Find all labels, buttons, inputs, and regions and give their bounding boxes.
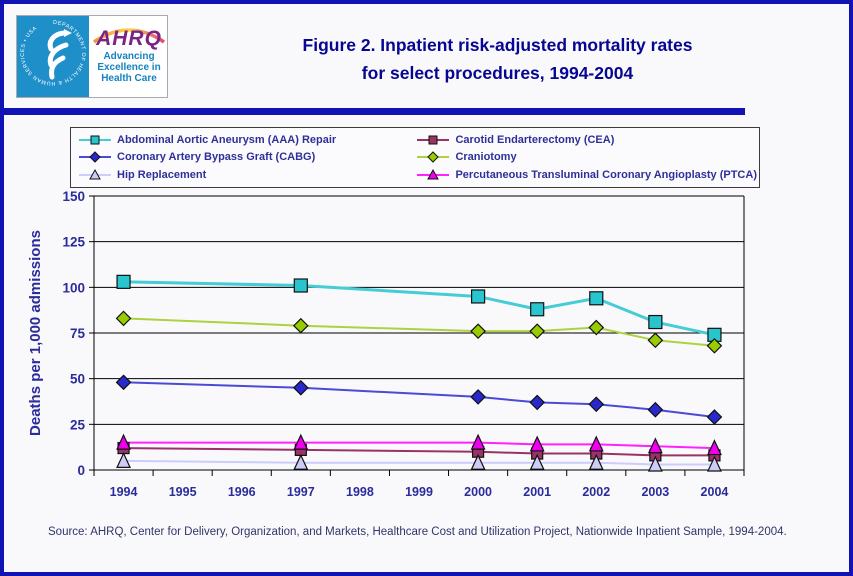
legend-marker-icon bbox=[417, 151, 450, 164]
data-point-marker bbox=[115, 310, 132, 327]
y-tick-label: 125 bbox=[62, 235, 85, 250]
data-point-marker bbox=[293, 278, 308, 293]
data-point-marker bbox=[647, 401, 664, 418]
data-point-marker bbox=[116, 451, 131, 468]
data-point-marker bbox=[530, 302, 545, 317]
data-point-marker bbox=[470, 433, 486, 450]
series-line bbox=[123, 381, 715, 419]
data-point-marker bbox=[470, 453, 486, 470]
data-point-marker bbox=[707, 439, 722, 456]
rainbow-arc-icon bbox=[93, 28, 165, 44]
legend-item: Craniotomy bbox=[416, 149, 757, 166]
hhs-seal: DEPARTMENT OF HEALTH & HUMAN SERVICES • … bbox=[17, 16, 89, 97]
data-point-marker bbox=[648, 314, 663, 330]
legend-marker-icon bbox=[79, 135, 111, 145]
legend-marker-icon bbox=[79, 151, 111, 164]
data-point-marker bbox=[647, 332, 664, 349]
data-point-marker bbox=[292, 317, 309, 334]
x-tick-label: 2003 bbox=[641, 485, 669, 499]
data-point-marker bbox=[293, 433, 309, 450]
x-tick-label: 1995 bbox=[169, 485, 197, 499]
data-point-marker bbox=[707, 455, 722, 472]
data-point-marker bbox=[292, 379, 309, 396]
mortality-line-chart: 0 25 50 75 100 125 150 1994 1995 1996 1997 1998 1999… bbox=[27, 189, 745, 499]
x-tick-label: 2002 bbox=[582, 485, 610, 499]
data-point-marker bbox=[529, 453, 545, 470]
source-note: Source: AHRQ, Center for Delivery, Organ… bbox=[48, 526, 787, 538]
legend-item: Coronary Artery Bypass Graft (CABG) bbox=[78, 149, 416, 166]
data-point-marker bbox=[470, 389, 486, 405]
data-point-marker bbox=[706, 409, 723, 425]
series-line bbox=[123, 317, 715, 347]
data-point-marker bbox=[647, 437, 663, 454]
y-tick-label: 150 bbox=[62, 189, 85, 204]
data-point-marker bbox=[293, 453, 309, 470]
data-point-marker bbox=[529, 394, 546, 411]
legend-item-label: Hip Replacement bbox=[117, 169, 207, 182]
x-tick-label: 1998 bbox=[346, 485, 374, 499]
legend-item-label: Percutaneous Transluminal Coronary Angio… bbox=[455, 169, 757, 182]
series-line bbox=[123, 280, 715, 337]
data-point-marker bbox=[529, 323, 546, 340]
y-tick-label: 100 bbox=[62, 280, 85, 295]
y-tick-label: 50 bbox=[70, 372, 85, 387]
legend-item-label: Coronary Artery Bypass Graft (CABG) bbox=[117, 151, 316, 164]
ahrq-logo-text: AHRQ Advancing Excellence in Health Care bbox=[89, 16, 169, 97]
data-point-marker bbox=[706, 337, 723, 354]
x-tick-label: 1999 bbox=[405, 485, 433, 499]
page-title-line1: Figure 2. Inpatient risk-adjusted mortal… bbox=[302, 35, 693, 55]
data-point-marker bbox=[588, 453, 604, 470]
legend-item: Percutaneous Transluminal Coronary Angio… bbox=[416, 167, 757, 184]
legend-item: Carotid Endarterectomy (CEA) bbox=[416, 131, 757, 148]
ahrq-hhs-logo: DEPARTMENT OF HEALTH & HUMAN SERVICES • … bbox=[16, 15, 168, 98]
series-line bbox=[123, 447, 715, 457]
x-tick-label: 1997 bbox=[287, 485, 315, 499]
series-line bbox=[123, 459, 715, 466]
legend-item: Abdominal Aortic Aneurysm (AAA) Repair bbox=[78, 131, 416, 148]
page-title: Figure 2. Inpatient risk-adjusted mortal… bbox=[174, 31, 821, 87]
header-divider bbox=[4, 108, 745, 115]
legend-marker-icon bbox=[79, 169, 111, 180]
data-point-marker bbox=[115, 374, 132, 391]
agency-tagline: Advancing Excellence in Health Care bbox=[97, 51, 161, 85]
data-point-marker bbox=[647, 455, 663, 472]
data-point-marker bbox=[116, 274, 131, 289]
x-tick-label: 1994 bbox=[110, 485, 138, 499]
x-tick-label: 2001 bbox=[523, 485, 551, 499]
page-title-line2: for select procedures, 1994-2004 bbox=[361, 63, 634, 83]
x-tick-label: 2000 bbox=[464, 485, 492, 499]
data-point-marker bbox=[588, 319, 605, 336]
data-point-marker bbox=[589, 291, 604, 306]
data-point-marker bbox=[470, 323, 486, 340]
y-tick-label: 75 bbox=[70, 326, 86, 341]
series-line bbox=[123, 441, 715, 450]
data-point-marker bbox=[588, 435, 604, 452]
hhs-eagle-icon: DEPARTMENT OF HEALTH & HUMAN SERVICES • … bbox=[20, 20, 86, 86]
legend-item-label: Craniotomy bbox=[455, 151, 517, 164]
legend-marker-icon bbox=[417, 169, 450, 180]
legend-item-label: Carotid Endarterectomy (CEA) bbox=[455, 133, 615, 146]
y-tick-label: 25 bbox=[70, 417, 86, 432]
data-point-marker bbox=[588, 396, 605, 413]
legend-item-label: Abdominal Aortic Aneurysm (AAA) Repair bbox=[117, 133, 337, 146]
data-point-marker bbox=[529, 435, 545, 452]
y-axis-title: Deaths per 1,000 admissions bbox=[27, 230, 44, 436]
chart-legend: Abdominal Aortic Aneurysm (AAA) Repair Ca… bbox=[70, 127, 760, 188]
data-point-marker bbox=[116, 433, 131, 450]
data-point-marker bbox=[470, 289, 486, 304]
x-tick-label: 2004 bbox=[701, 485, 729, 499]
y-tick-label: 0 bbox=[77, 463, 85, 478]
x-tick-label: 1996 bbox=[228, 485, 256, 499]
agency-name: AHRQ bbox=[96, 27, 162, 50]
legend-item: Hip Replacement bbox=[78, 167, 416, 184]
legend-marker-icon bbox=[417, 135, 450, 145]
